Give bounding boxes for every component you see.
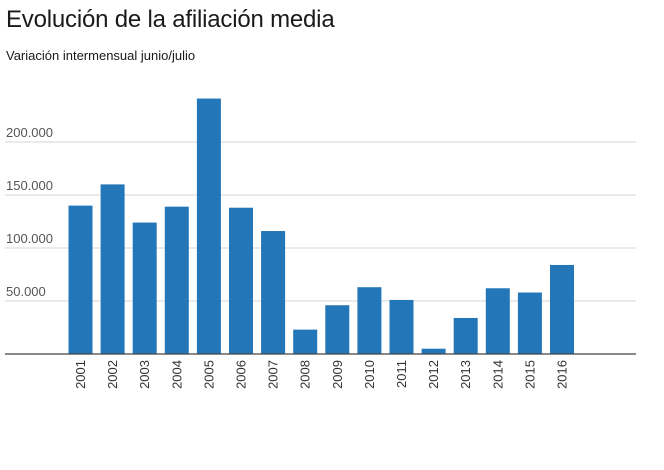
- x-tick-label-2015: 2015: [522, 360, 537, 389]
- x-tick-label-2012: 2012: [426, 360, 441, 389]
- x-tick-label-2003: 2003: [137, 360, 152, 389]
- x-tick-label-2006: 2006: [234, 360, 249, 389]
- y-tick-label: 50.000: [6, 284, 46, 299]
- y-tick-label: 150.000: [6, 178, 53, 193]
- x-tick-label-2013: 2013: [458, 360, 473, 389]
- x-tick-label-2008: 2008: [298, 360, 313, 389]
- x-tick-label-2016: 2016: [555, 360, 570, 389]
- x-tick-label-2002: 2002: [105, 360, 120, 389]
- bar-2015: [517, 292, 542, 354]
- y-axis-ticks: 50.000 100.000 150.000 200.000: [6, 125, 53, 299]
- x-tick-label-2011: 2011: [394, 360, 409, 388]
- bar-2009: [325, 305, 350, 354]
- bar-2016: [550, 264, 574, 354]
- x-tick-label-2007: 2007: [266, 360, 281, 389]
- y-tick-label: 200.000: [6, 125, 53, 140]
- bar-2012: [421, 348, 446, 354]
- bar-2001: [68, 205, 93, 354]
- x-tick-label-2010: 2010: [362, 360, 377, 389]
- bar-2013: [453, 317, 478, 354]
- x-axis-labels: 2001 2002 2003 2004 2005 2006 2007 2008 2009 2010…: [73, 360, 570, 389]
- bar-2011: [389, 299, 414, 354]
- x-tick-label-2009: 2009: [330, 360, 345, 389]
- bar-2004: [164, 206, 189, 354]
- x-tick-label-2004: 2004: [169, 360, 184, 389]
- gridlines: [5, 141, 636, 302]
- y-tick-label: 100.000: [6, 231, 53, 246]
- bar-2008: [293, 329, 318, 354]
- bar-2006: [229, 207, 253, 354]
- x-tick-label-2001: 2001: [73, 360, 88, 389]
- bar-2007: [261, 231, 286, 354]
- x-tick-label-2005: 2005: [201, 360, 216, 389]
- x-tick-label-2014: 2014: [490, 360, 505, 389]
- bar-2003: [132, 222, 157, 354]
- bar-2014: [485, 288, 510, 354]
- bar-2005: [196, 98, 221, 354]
- chart-subtitle: Variación intermensual junio/julio: [6, 48, 196, 63]
- bars: [68, 98, 574, 354]
- bar-2002: [100, 184, 125, 354]
- chart-title: Evolución de la afiliación media: [6, 6, 335, 33]
- bar-2010: [357, 287, 382, 354]
